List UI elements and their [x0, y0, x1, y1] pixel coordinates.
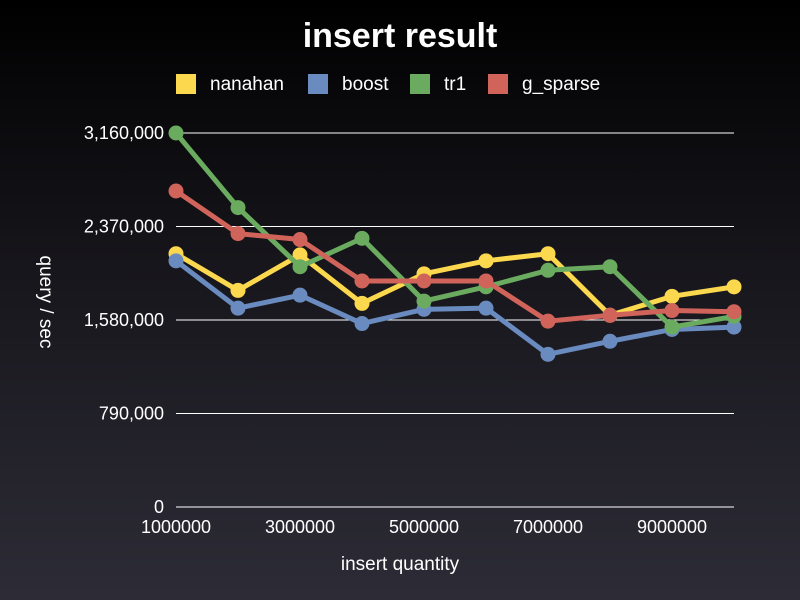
data-point-g-sparse: [664, 303, 680, 319]
data-point-boost: [168, 253, 184, 269]
legend-swatch: [176, 74, 196, 94]
series-line-tr1: [173, 130, 737, 330]
data-point-nanahan: [292, 247, 308, 263]
data-point-tr1: [664, 319, 680, 335]
legend-swatch: [488, 74, 508, 94]
data-point-g-sparse: [230, 226, 246, 242]
data-point-g-sparse: [478, 273, 494, 289]
series-line-nanahan: [173, 251, 737, 318]
data-point-g-sparse: [602, 307, 618, 323]
data-point-g-sparse: [540, 313, 556, 329]
y-tick-label: 0: [154, 497, 164, 517]
legend-swatch: [308, 74, 328, 94]
data-point-g-sparse: [292, 232, 308, 248]
x-tick-label: 9000000: [637, 517, 707, 537]
legend-item-tr1: tr1: [410, 74, 466, 95]
legend-item-nanahan: nanahan: [176, 74, 284, 95]
series-layer: [168, 125, 742, 362]
legend-label: tr1: [444, 74, 466, 95]
legend-label: g_sparse: [522, 74, 600, 95]
x-tick-label: 7000000: [513, 517, 583, 537]
data-point-nanahan: [230, 282, 246, 298]
chart-title: insert result: [303, 17, 498, 55]
series-line-boost: [173, 258, 737, 357]
legend: nanahan boost tr1 g_sparse: [176, 74, 600, 95]
data-point-boost: [478, 300, 494, 316]
data-point-boost: [292, 287, 308, 303]
legend-item-boost: boost: [308, 74, 389, 95]
legend-label: boost: [342, 74, 389, 95]
data-point-boost: [354, 316, 370, 332]
data-point-nanahan: [354, 295, 370, 311]
y-tick-label: 3,160,000: [84, 123, 164, 143]
x-axis-label: insert quantity: [341, 554, 460, 575]
data-point-nanahan: [478, 253, 494, 269]
x-tick-label: 3000000: [265, 517, 335, 537]
gridlines: [176, 132, 734, 508]
data-point-nanahan: [726, 279, 742, 295]
data-point-nanahan: [540, 246, 556, 262]
y-axis-label: query / sec: [35, 256, 56, 349]
data-point-boost: [726, 319, 742, 335]
x-tick-label: 5000000: [389, 517, 459, 537]
data-point-tr1: [602, 259, 618, 275]
data-point-tr1: [292, 259, 308, 275]
legend-label: nanahan: [210, 74, 284, 95]
y-tick-label: 1,580,000: [84, 310, 164, 330]
data-point-boost: [602, 333, 618, 349]
data-point-nanahan: [664, 288, 680, 304]
data-point-tr1: [416, 293, 432, 309]
data-point-tr1: [354, 230, 370, 246]
series-line-g-sparse: [173, 188, 737, 324]
legend-swatch: [410, 74, 430, 94]
data-point-g-sparse: [168, 183, 184, 199]
data-point-boost: [540, 346, 556, 362]
data-point-boost: [230, 300, 246, 316]
y-tick-label: 790,000: [99, 404, 164, 424]
y-tick-label: 2,370,000: [84, 217, 164, 237]
series-g-sparse: [168, 183, 742, 329]
x-axis-ticks: 1000000 3000000 5000000 7000000 9000000: [141, 517, 707, 537]
data-point-g-sparse: [726, 304, 742, 320]
data-point-g-sparse: [416, 273, 432, 289]
y-axis-ticks: 0 790,000 1,580,000 2,370,000 3,160,000: [84, 123, 164, 517]
x-tick-label: 1000000: [141, 517, 211, 537]
data-point-tr1: [168, 125, 184, 141]
legend-item-g-sparse: g_sparse: [488, 74, 600, 95]
data-point-tr1: [540, 262, 556, 278]
data-point-tr1: [230, 200, 246, 216]
data-point-g-sparse: [354, 273, 370, 289]
